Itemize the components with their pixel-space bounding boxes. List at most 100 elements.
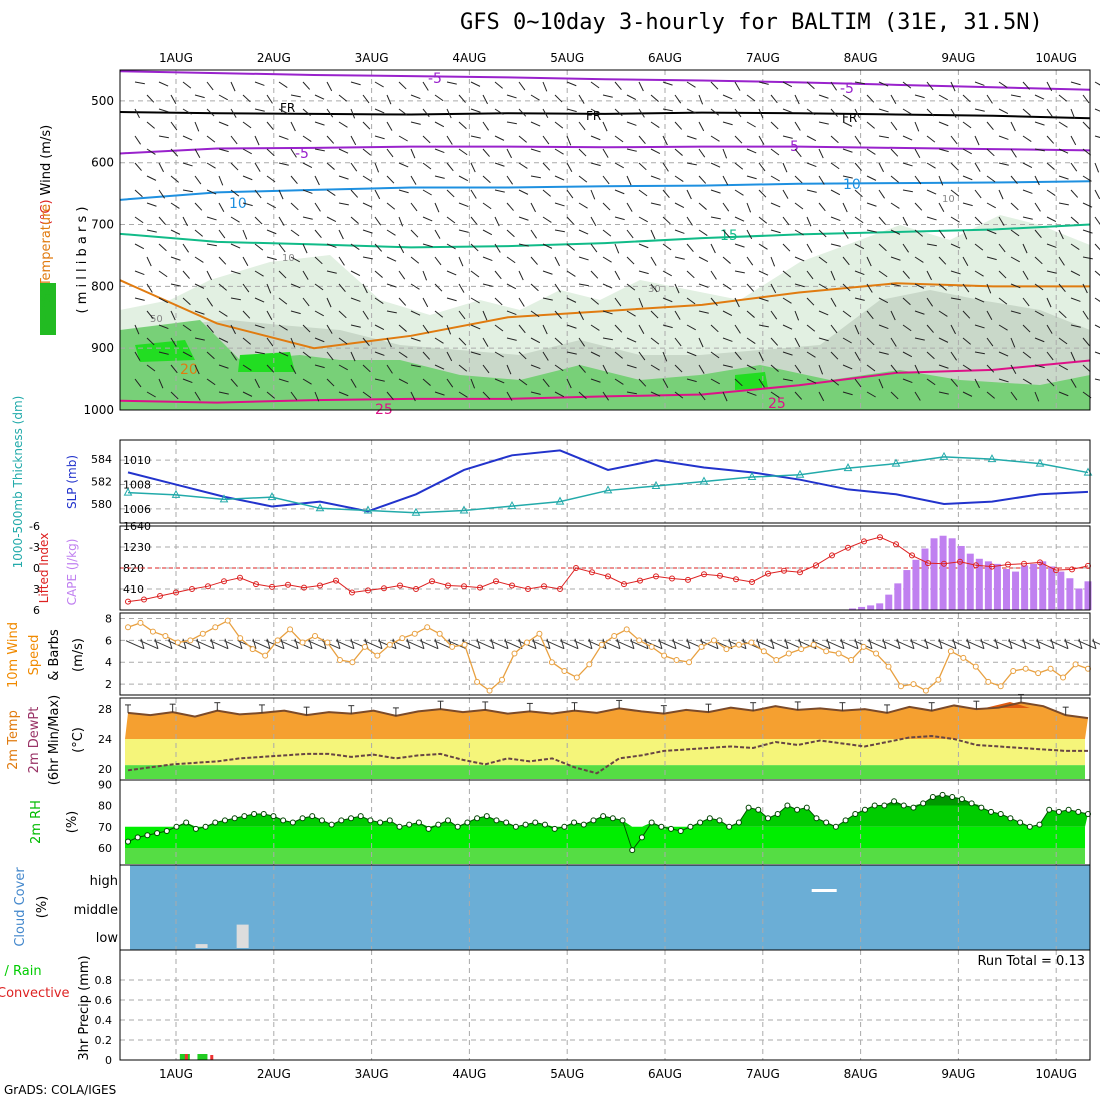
wind-barb	[230, 243, 241, 249]
wind-barb	[350, 270, 361, 276]
wind-barb	[878, 378, 884, 389]
wind-barb	[1082, 94, 1090, 104]
wind-barb	[650, 337, 660, 345]
wind-barb	[134, 297, 145, 301]
wind-barb	[866, 94, 875, 103]
wind10m-barb	[895, 640, 915, 650]
thickness-marker	[795, 469, 805, 478]
wind-barb	[542, 216, 552, 223]
wind-barb	[866, 202, 877, 207]
wind-barb	[866, 391, 876, 398]
wind-barb	[230, 378, 238, 387]
wind-barb	[530, 121, 541, 127]
thickness-marker	[219, 494, 229, 503]
wind-barb	[1022, 270, 1029, 280]
wind-barb	[614, 378, 624, 385]
wind10m-barb-flag	[182, 638, 187, 649]
wind-barb	[314, 391, 320, 402]
wind10m-barb	[629, 640, 649, 650]
temp-unit-label: (°C)	[71, 727, 86, 753]
wind-barb	[494, 189, 505, 193]
wind-barb	[554, 283, 562, 293]
wind-barb	[758, 81, 769, 85]
cape-li-frame	[119, 525, 1091, 611]
wind10m-barb-flag	[196, 638, 201, 649]
x-tick-label-top: 9AUG	[941, 51, 975, 65]
wind-barb	[470, 378, 476, 389]
wind-barb	[266, 310, 273, 320]
wind-barb	[734, 189, 744, 196]
wind-barb	[290, 337, 296, 348]
wind-barb	[1082, 256, 1093, 260]
wind-barb	[662, 189, 670, 198]
wind-barb	[806, 216, 812, 227]
wind-barb	[1094, 378, 1100, 381]
rh-marker	[328, 821, 335, 828]
wind-barb	[422, 135, 431, 144]
wind-barb	[158, 216, 166, 225]
wind-barb	[1034, 391, 1040, 402]
lifted-index-marker	[733, 576, 739, 583]
rh-marker	[541, 821, 548, 828]
lifted-index-marker	[237, 574, 243, 581]
rh-marker	[464, 819, 471, 826]
thickness-ylabel: 1000-500mb Thickness (dm)	[11, 396, 25, 569]
wind-barb	[170, 364, 178, 374]
wind-barb	[1010, 121, 1016, 132]
wind-barb	[794, 283, 805, 288]
wind10m-barb-flag	[854, 638, 859, 649]
wind-barb	[614, 108, 623, 117]
wind-barb	[1094, 162, 1100, 173]
lifted-index-marker	[509, 582, 515, 589]
wind-barb	[1046, 270, 1057, 274]
wind-barb	[158, 135, 169, 139]
wind-barb	[350, 351, 356, 362]
wind-barb	[674, 337, 682, 347]
wind-barb	[782, 297, 792, 304]
wind-barb	[1082, 310, 1089, 320]
wind-barb	[218, 310, 228, 317]
wind-barb	[602, 364, 608, 375]
wind-barb	[554, 256, 560, 267]
axis-label-part: Wind	[39, 163, 54, 196]
wind10m-barb	[923, 640, 943, 650]
lifted-index-marker	[797, 569, 803, 576]
wind10m-barb-flag	[224, 638, 229, 649]
cape-bar	[885, 594, 893, 610]
wind-barb	[206, 216, 217, 221]
rh-marker	[202, 823, 209, 830]
wind-speed-marker	[349, 659, 356, 666]
rh-marker	[454, 823, 461, 830]
wind-barb	[674, 148, 683, 156]
wind-barb	[422, 162, 432, 170]
wind-barb	[614, 135, 624, 143]
isotherm-label: -5	[785, 139, 799, 155]
wind10m-barb-flag	[294, 638, 299, 649]
wind-barb	[950, 189, 960, 197]
wind-barb	[746, 121, 756, 128]
wind-barb	[746, 148, 757, 154]
isotherm-label: FR	[586, 109, 601, 123]
wind-barb	[230, 162, 239, 171]
wind-barb	[374, 135, 385, 140]
wind-barb	[338, 310, 347, 319]
wind-barb	[602, 391, 610, 401]
rh-marker	[318, 817, 325, 824]
wind-barb	[554, 337, 563, 346]
wind-barb	[530, 364, 541, 370]
wind-barb	[902, 378, 913, 384]
wind-barb	[794, 337, 801, 348]
rh-marker	[1075, 808, 1082, 815]
wind-barb	[350, 243, 360, 251]
wind-barb	[866, 256, 872, 267]
wind-barb	[470, 189, 477, 199]
wind-barb	[182, 297, 191, 306]
lifted-index-marker	[461, 583, 467, 590]
wind-barb	[518, 324, 526, 334]
wind-barb	[158, 243, 167, 252]
wind10m-barb	[251, 640, 271, 650]
wind-barb	[590, 216, 597, 226]
lifted-index-marker	[909, 552, 915, 559]
wind-barb	[458, 310, 466, 320]
wind-barb	[878, 162, 884, 173]
